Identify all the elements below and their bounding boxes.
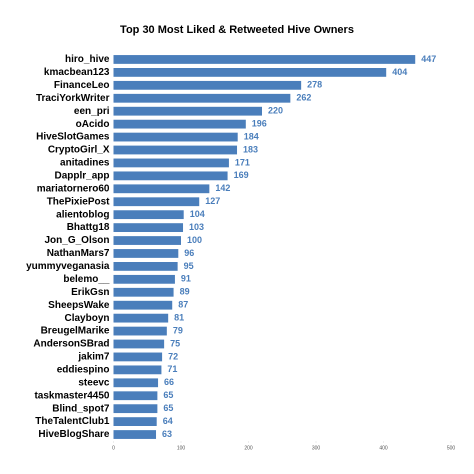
bar [113, 158, 229, 168]
y-tick-label: jakim7 [77, 352, 110, 363]
value-label: 87 [178, 300, 188, 310]
y-tick-label: oAcido [76, 119, 110, 130]
y-tick-label: ThePixiePost [47, 196, 110, 207]
y-tick-label: anitadines [60, 158, 110, 169]
value-label: 127 [205, 196, 220, 206]
y-tick-label: Jon_G_Olson [44, 235, 109, 246]
y-tick-label: HiveBlogShare [38, 429, 110, 440]
y-tick-label: belemo__ [63, 274, 110, 285]
value-label: 65 [163, 403, 173, 413]
bar [113, 404, 158, 414]
y-tick-label: Dapplr_app [54, 171, 109, 182]
bar [113, 119, 246, 129]
value-label: 142 [215, 183, 230, 193]
bar [113, 300, 173, 310]
bar [113, 132, 238, 142]
y-tick-label: mariatornero60 [37, 183, 110, 194]
bar [113, 171, 228, 181]
value-label: 72 [168, 351, 178, 361]
bar [113, 145, 238, 155]
bar [113, 55, 416, 64]
bar [113, 262, 178, 271]
value-label: 100 [187, 235, 202, 245]
value-label: 63 [162, 429, 172, 439]
y-tick-label: AndersonSBrad [33, 339, 109, 350]
value-label: 169 [234, 170, 249, 180]
value-label: 104 [190, 209, 205, 219]
value-label: 65 [163, 390, 173, 400]
bar [113, 313, 169, 323]
value-label: 184 [244, 131, 259, 141]
bar [113, 326, 167, 336]
y-tick-label: TheTalentClub1 [35, 416, 110, 427]
y-tick-label: ErikGsn [71, 287, 109, 298]
bar [113, 236, 181, 245]
x-tick-label: 500 [447, 445, 456, 451]
y-tick-label: Clayboyn [64, 313, 109, 324]
bar [113, 93, 291, 103]
y-tick-label: eddiespino [57, 365, 110, 376]
value-label: 71 [167, 364, 177, 374]
value-label: 404 [392, 67, 407, 77]
bar [113, 210, 184, 220]
bar [113, 430, 157, 439]
value-label: 75 [170, 338, 180, 348]
y-tick-label: CryptoGirl_X [48, 145, 110, 156]
bar [113, 417, 157, 426]
value-label: 196 [252, 119, 267, 129]
y-tick-label: alientoblog [56, 209, 109, 220]
x-tick-label: 300 [312, 445, 321, 451]
y-tick-label: HiveSlotGames [36, 132, 110, 143]
y-tick-label: kmacbean123 [44, 67, 110, 78]
bar [113, 80, 302, 90]
y-tick-label: steevc [78, 377, 110, 388]
value-label: 103 [189, 222, 204, 232]
bar [113, 365, 162, 375]
bar [113, 68, 387, 77]
y-tick-label: yummyveganasia [26, 261, 110, 272]
value-label: 220 [268, 106, 283, 116]
bar [113, 391, 158, 401]
x-tick-label: 100 [177, 445, 186, 451]
value-label: 95 [184, 261, 194, 271]
value-label: 183 [243, 144, 258, 154]
value-label: 278 [307, 80, 322, 90]
bar [113, 287, 174, 297]
value-label: 171 [235, 157, 250, 167]
value-label: 447 [421, 54, 436, 64]
y-tick-label: een_pri [74, 106, 110, 117]
value-label: 64 [163, 416, 173, 426]
y-tick-label: BreugelMarike [41, 326, 110, 337]
value-label: 89 [180, 287, 190, 297]
y-tick-label: FinanceLeo [54, 80, 110, 91]
x-tick-label: 400 [379, 445, 388, 451]
y-tick-label: Blind_spot7 [52, 403, 110, 414]
value-label: 81 [174, 313, 184, 323]
value-label: 262 [296, 93, 311, 103]
y-tick-label: taskmaster4450 [34, 390, 109, 401]
x-tick-label: 200 [244, 445, 253, 451]
y-tick-label: Bhattg18 [67, 222, 110, 233]
y-tick-label: NathanMars7 [47, 248, 110, 259]
y-tick-label: TraciYorkWriter [36, 93, 110, 104]
bar [113, 223, 184, 232]
bar [113, 378, 159, 388]
value-label: 79 [173, 325, 183, 335]
bar [113, 106, 262, 116]
y-tick-label: hiro_hive [65, 54, 110, 65]
value-label: 66 [164, 377, 174, 387]
chart-title: Top 30 Most Liked & Retweeted Hive Owner… [120, 24, 354, 36]
value-label: 91 [181, 274, 191, 284]
y-tick-label: SheepsWake [48, 300, 110, 311]
bar [113, 274, 175, 284]
bar [113, 249, 179, 258]
bar [113, 339, 165, 349]
bar [113, 184, 210, 194]
x-tick-label: 0 [112, 445, 115, 451]
bar [113, 352, 163, 362]
value-label: 96 [184, 248, 194, 258]
bar [113, 197, 200, 207]
